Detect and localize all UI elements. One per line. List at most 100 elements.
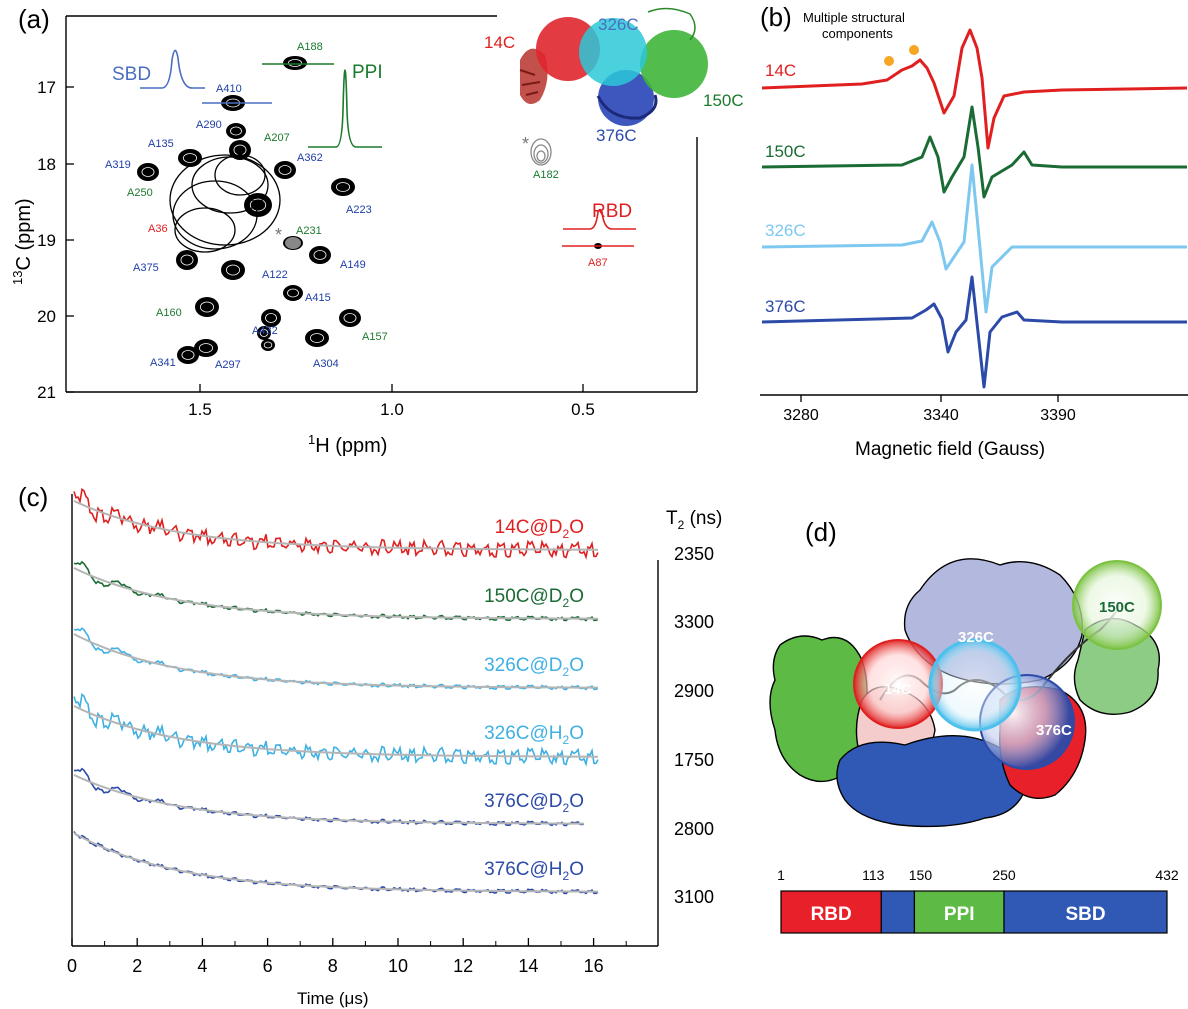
epr-trace-label: 326C [765,221,806,240]
panel-b-ticks: 3280 3340 3390 [783,395,1076,424]
t2-value: 2900 [674,681,714,701]
panel-a-axes [65,15,698,393]
panel-b: (b) Multiple structural components 14C 15… [760,2,1188,460]
structure-label-150c: 150C [703,91,744,110]
a182-peak [530,138,552,166]
t2-header: T2 (ns) [666,508,722,532]
peak-contour [194,339,218,357]
peak-label: A297 [215,359,241,371]
peak-contour-ring [263,341,273,349]
domain-segment [880,890,916,934]
peak-label: A122 [262,269,288,281]
y-tick-label: 17 [37,78,56,97]
peak-contour-ring [335,182,350,192]
peak-contour [191,156,269,214]
domain-segment [913,890,1005,934]
x-tick-label: 2 [132,956,142,976]
t2-value: 3300 [674,612,714,632]
panel-d-label: (d) [805,517,837,547]
domain-label: RBD [811,904,852,925]
peak-contour [283,285,303,301]
t2-value: 3100 [674,887,714,907]
panel-a-peak-labels: A410 A188 A290 A207 A135 A362 A319 A250 A223 A36 A… [105,41,608,371]
epr-trace [761,275,1187,389]
peak-label: A231 [296,225,322,237]
sbd-inset-label: SBD [112,64,151,85]
peak-contour [261,339,275,351]
peak-contour-ring [259,329,269,337]
residue-number: 1 [777,867,785,883]
x-tick-label: 12 [453,956,473,976]
deer-fit [73,567,598,620]
y-tick-label: 18 [37,155,56,174]
peak-contour [226,123,246,139]
protein-structure [519,7,708,126]
domain-segment [1003,890,1168,934]
peak-contour-ring [182,153,197,163]
peak-label: A157 [362,331,388,343]
epr-trace [761,28,1188,150]
peak-label: A375 [133,262,159,274]
panel-d: (d) 150C 326C 14C 376C RBD PPI SBD 1 113 150… [769,517,1179,934]
t2-value: 2800 [674,819,714,839]
deer-trace [73,487,599,560]
panel-c-xlabel: Time (μs) [297,989,369,1008]
peak-label: A319 [105,159,131,171]
deer-series-label: 326C@D2O [484,655,584,679]
annotation-line-1: Multiple structural [803,10,905,25]
deer-fit [73,774,584,825]
panel-a-peaks [137,56,602,364]
panel-a-ylabel: 13C (ppm) [10,198,35,285]
peak-label: A182 [533,169,559,181]
residue-number: 113 [862,867,885,883]
x-tick-label: 8 [328,956,338,976]
asterisk-marker-2: * [522,134,529,154]
rbd-inset-trace [563,208,636,230]
peak-contour [169,154,281,246]
annotation-line-2: components [822,26,893,41]
residue-number: 150 [909,867,933,883]
peak-contour [195,297,219,317]
peak-contour-ring [180,254,194,266]
peak-label: A149 [340,259,366,271]
peak-contour [221,260,245,280]
ppi-inset-label: PPI [352,62,383,83]
deer-series-label: 150C@D2O [484,586,584,610]
x-tick-label: 3340 [923,407,959,424]
x-tick-label: 0.5 [571,400,595,419]
deer-series-label: 14C@D2O [495,517,584,541]
sphere-150c [640,30,708,98]
epr-trace [761,163,1187,314]
x-tick-label: 0 [67,956,77,976]
peak-contour-ring [265,313,277,323]
panel-b-label: (b) [760,2,792,32]
residue-number: 250 [992,867,1016,883]
peak-label: A304 [313,358,339,370]
x-tick-label: 4 [197,956,207,976]
peak-label: A223 [346,204,372,216]
sphere-326c [579,18,647,86]
sbd-inset-trace [140,49,205,89]
y-tick-label: 20 [37,307,56,326]
deer-trace [73,692,599,767]
epr-traces [761,28,1188,389]
peak-label: A135 [148,138,174,150]
peak-contour [176,250,198,270]
domain-segment [780,890,882,934]
epr-trace-label: 150C [765,142,806,161]
peak-contour-ring [313,250,327,260]
peak-contour [309,246,331,264]
peak-contour-ring [287,288,299,298]
peak-contour [261,309,281,327]
peak-contour [174,207,236,253]
ppi-inset-trace [308,69,382,148]
peak-label: A362 [297,152,323,164]
panel-b-xlabel: Magnetic field (Gauss) [855,439,1045,460]
x-tick-label: 3390 [1040,407,1076,424]
x-tick-label: 3280 [783,407,819,424]
peak-label: A36 [148,223,168,235]
peak-contour-ring [230,126,242,136]
peak-label: A207 [264,132,290,144]
peak-label: A432 [252,325,278,337]
epr-trace-labels: 14C 150C 326C 376C [765,61,806,316]
